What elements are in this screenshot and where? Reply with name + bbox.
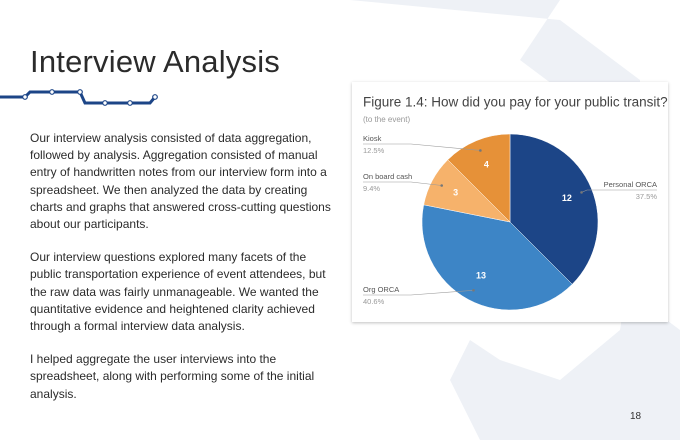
chart-subtitle: (to the event): [363, 115, 410, 124]
chart: Figure 1.4: How did you pay for your pub…: [363, 95, 668, 311]
slice-label: 13: [476, 271, 486, 281]
paragraph: Our interview analysis consisted of data…: [30, 131, 331, 232]
slice-label: 3: [453, 187, 458, 197]
chart-card: Figure 1.4: How did you pay for your pub…: [352, 82, 668, 322]
paragraph: I helped aggregate the user interviews i…: [30, 352, 315, 401]
legend-label: Kiosk: [363, 134, 382, 143]
leader-line: [363, 181, 442, 186]
leader-dot: [472, 288, 475, 292]
pie-slice: [509, 133, 599, 285]
page-number: 18: [630, 411, 642, 422]
paragraph: Our interview questions explored many fa…: [30, 250, 326, 334]
chart-title: Figure 1.4: How did you pay for your pub…: [363, 95, 668, 110]
percent-label: 12.5%: [363, 146, 385, 155]
leader-line: [363, 143, 481, 151]
leader-line: [363, 289, 474, 296]
slice-label: 4: [484, 159, 489, 169]
percent-label: 37.5%: [636, 192, 658, 201]
percent-label: 40.6%: [363, 297, 385, 306]
leader-dot: [580, 191, 583, 194]
percent-label: 9.4%: [363, 184, 380, 193]
slice-label: 12: [562, 193, 572, 203]
pie-slice: [447, 133, 511, 223]
route-stops: [22, 89, 158, 106]
leader-dot: [479, 149, 482, 152]
slide-title: Interview Analysis: [30, 44, 280, 79]
leader-line: [581, 189, 657, 193]
legend-label: On board cash: [363, 172, 412, 181]
leader-dot: [440, 184, 444, 187]
pie-slice: [421, 204, 573, 311]
legend-label: Org ORCA: [363, 285, 399, 294]
body-text: Our interview analysis consisted of data…: [30, 130, 335, 419]
legend-label: Personal ORCA: [604, 180, 657, 189]
